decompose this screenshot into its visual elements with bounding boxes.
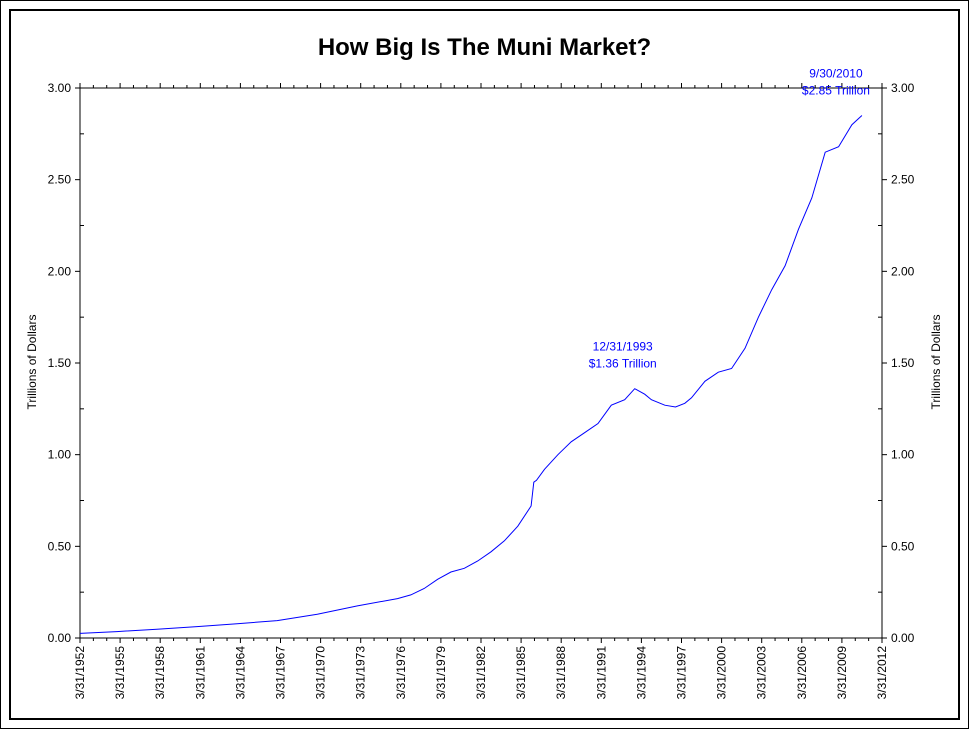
y-tick-label-right: 1.50 [891, 356, 915, 370]
x-tick-label: 3/31/2012 [875, 646, 889, 700]
y-tick-label-left: 2.50 [48, 173, 72, 187]
x-tick-label: 3/31/1976 [394, 646, 408, 700]
y-tick-label-right: 1.00 [891, 448, 915, 462]
y-tick-label-right: 2.00 [891, 264, 915, 278]
x-tick-label: 3/31/1979 [434, 646, 448, 700]
chart-inner-border [9, 9, 960, 720]
x-tick-label: 3/31/1988 [554, 646, 568, 700]
x-tick-label: 3/31/1985 [514, 646, 528, 700]
x-tick-label: 3/31/1955 [113, 646, 127, 700]
y-tick-label-left: 0.50 [48, 539, 72, 553]
y-tick-label-right: 0.00 [891, 631, 915, 645]
series-line [79, 115, 863, 634]
x-tick-label: 3/31/2009 [835, 646, 849, 700]
x-tick-label: 3/31/1994 [634, 646, 648, 700]
y-tick-label-right: 0.50 [891, 539, 915, 553]
x-tick-label: 3/31/1967 [274, 646, 288, 700]
annotation-date: 12/31/1993 [593, 340, 653, 354]
x-tick-label: 3/31/1952 [73, 646, 87, 700]
x-tick-label: 3/31/1958 [153, 646, 167, 700]
annotation-value: $2.85 Trillion [802, 84, 870, 98]
x-tick-label: 3/31/1964 [233, 646, 247, 700]
y-tick-label-right: 3.00 [891, 81, 915, 95]
plot-area-frame [79, 87, 883, 639]
x-tick-label: 3/31/2003 [755, 646, 769, 700]
x-tick-label: 3/31/1982 [474, 646, 488, 700]
annotation-value: $1.36 Trillion [589, 357, 657, 371]
y-tick-label-left: 2.00 [48, 264, 72, 278]
y-tick-label-left: 3.00 [48, 81, 72, 95]
x-tick-label: 3/31/2006 [795, 646, 809, 700]
x-tick-label: 3/31/1970 [314, 646, 328, 700]
x-tick-label: 3/31/2000 [715, 646, 729, 700]
y-tick-label-left: 0.00 [48, 631, 72, 645]
x-tick-label: 3/31/1961 [193, 646, 207, 700]
chart-title: How Big Is The Muni Market? [317, 34, 652, 61]
y-tick-label-right: 2.50 [891, 173, 915, 187]
x-tick-label: 3/31/1973 [354, 646, 368, 700]
x-tick-label: 3/31/1997 [675, 646, 689, 700]
annotation-date: 9/30/2010 [809, 67, 863, 81]
y-tick-label-left: 1.50 [48, 356, 72, 370]
x-tick-label: 3/31/1991 [594, 646, 608, 700]
y-tick-label-left: 1.00 [48, 448, 72, 462]
